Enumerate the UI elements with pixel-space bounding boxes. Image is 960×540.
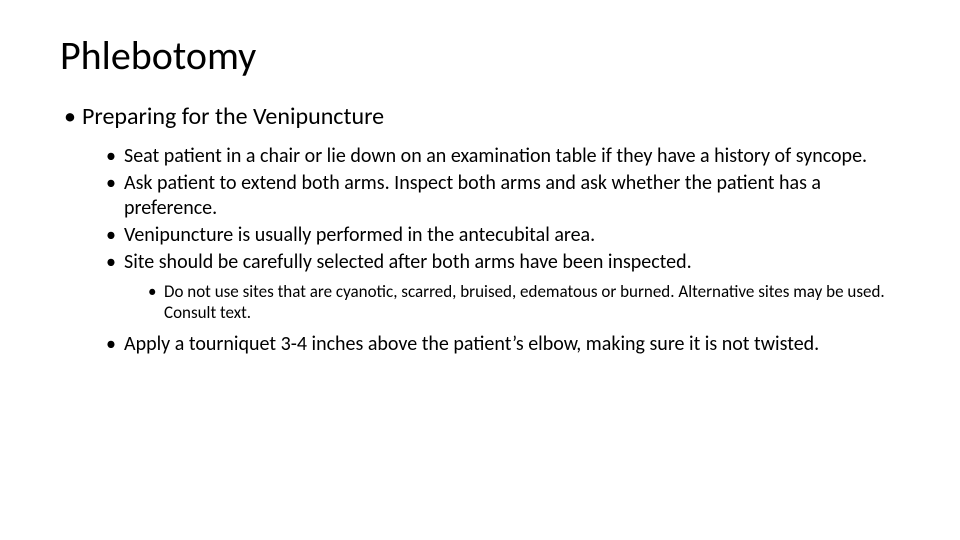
bullet-lvl2-text: Ask patient to extend both arms. Inspect… [124, 171, 821, 220]
bullet-lvl2-text: Venipuncture is usually performed in the… [124, 223, 595, 247]
bullet-lvl2-item: Seat patient in a chair or lie down on a… [104, 144, 900, 169]
bullet-list-lvl2: Seat patient in a chair or lie down on a… [82, 144, 900, 357]
bullet-lvl2-text: Seat patient in a chair or lie down on a… [124, 144, 867, 168]
bullet-lvl2-item: Ask patient to extend both arms. Inspect… [104, 171, 900, 221]
slide-container: Phlebotomy Preparing for the Venipunctur… [0, 0, 960, 540]
bullet-lvl1-item: Preparing for the Venipuncture Seat pati… [60, 102, 900, 357]
bullet-list-lvl3: Do not use sites that are cyanotic, scar… [124, 281, 900, 324]
bullet-lvl2-item: Site should be carefully selected after … [104, 250, 900, 324]
slide-title: Phlebotomy [60, 34, 900, 78]
bullet-lvl2-item: Apply a tourniquet 3-4 inches above the … [104, 332, 900, 357]
bullet-lvl3-item: Do not use sites that are cyanotic, scar… [146, 281, 900, 324]
bullet-lvl2-text: Site should be carefully selected after … [124, 250, 692, 274]
bullet-lvl2-text: Apply a tourniquet 3-4 inches above the … [124, 332, 819, 356]
bullet-lvl2-item: Venipuncture is usually performed in the… [104, 223, 900, 248]
bullet-list-lvl1: Preparing for the Venipuncture Seat pati… [60, 102, 900, 357]
bullet-lvl1-text: Preparing for the Venipuncture [82, 102, 384, 131]
bullet-lvl3-text: Do not use sites that are cyanotic, scar… [164, 281, 885, 323]
